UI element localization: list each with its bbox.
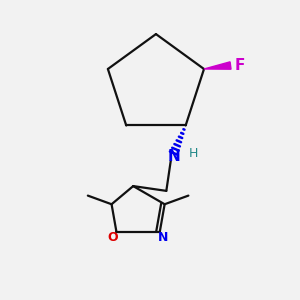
Text: H: H (189, 147, 199, 160)
Text: F: F (235, 58, 245, 73)
Text: N: N (158, 231, 169, 244)
Text: O: O (108, 231, 118, 244)
Text: N: N (167, 149, 180, 164)
Polygon shape (204, 62, 231, 69)
